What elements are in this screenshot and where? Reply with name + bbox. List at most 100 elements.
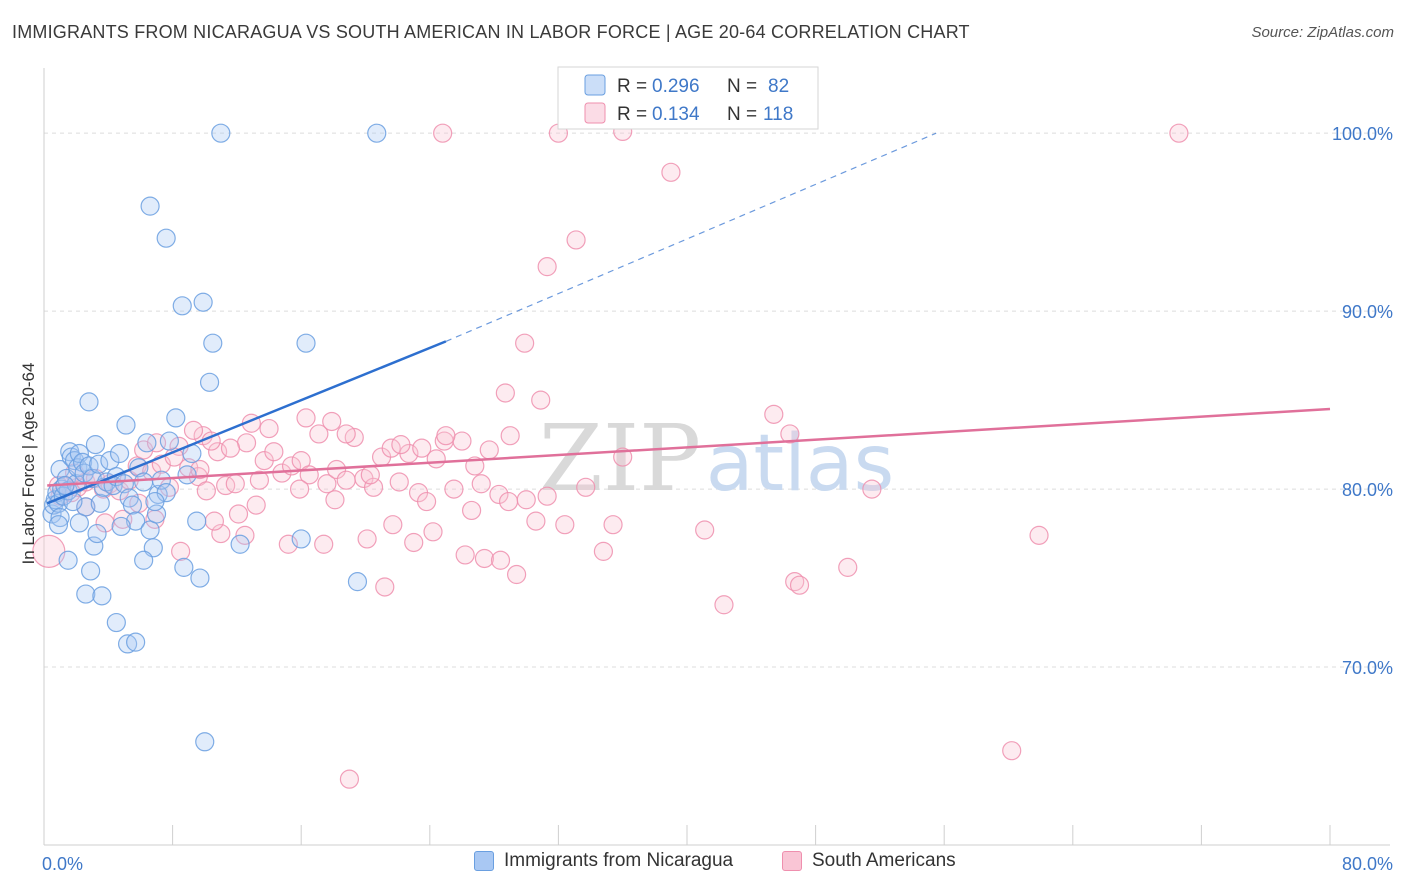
point-nicaragua — [296, 333, 316, 353]
point-nicaragua — [137, 433, 157, 453]
point-nicaragua — [81, 561, 101, 581]
point-nicaragua — [367, 123, 387, 143]
point-south-american — [360, 465, 380, 485]
point-nicaragua — [156, 228, 176, 248]
point-south-american — [423, 522, 443, 542]
grid-lines — [44, 132, 1390, 668]
point-south-american — [537, 486, 557, 506]
point-nicaragua — [79, 392, 99, 412]
trend-line-nicaragua — [46, 340, 447, 505]
legend-r-value: 0.134 — [652, 104, 700, 125]
point-nicaragua — [134, 550, 154, 570]
point-south-american — [764, 404, 784, 424]
legend-swatch-blue — [474, 851, 494, 871]
point-south-american — [1169, 123, 1189, 143]
point-nicaragua — [177, 465, 197, 485]
point-south-american — [862, 479, 882, 499]
point-nicaragua — [76, 584, 96, 604]
point-nicaragua — [193, 292, 213, 312]
axis-labels: 70.0% 80.0% 90.0% 100.0% 0.0% 80.0% In Labor F… — [19, 124, 1393, 874]
point-south-american — [336, 470, 356, 490]
y-tick-label: 80.0% — [1342, 480, 1393, 500]
point-south-american — [838, 557, 858, 577]
point-nicaragua — [199, 372, 220, 392]
point-south-american — [455, 545, 475, 565]
point-south-american — [278, 534, 298, 554]
point-south-american — [433, 123, 453, 143]
point-south-american — [537, 257, 557, 277]
point-south-american — [416, 491, 437, 512]
point-south-american — [603, 515, 623, 535]
point-south-american — [249, 470, 270, 490]
point-nicaragua — [84, 536, 104, 556]
watermark-zip: ZIP — [539, 405, 701, 512]
point-south-american — [317, 474, 337, 494]
point-nicaragua — [166, 408, 186, 428]
blue-points — [42, 123, 387, 752]
point-south-american — [264, 442, 284, 462]
point-nicaragua — [109, 443, 130, 464]
point-nicaragua — [111, 516, 131, 537]
legend-n-label: N = — [727, 76, 757, 97]
point-south-american — [452, 431, 472, 451]
point-south-american — [479, 440, 499, 460]
legend-r-value: 0.296 — [652, 76, 700, 97]
point-south-american — [183, 420, 204, 440]
point-nicaragua — [122, 495, 143, 515]
point-nicaragua — [347, 572, 368, 592]
point-nicaragua — [203, 333, 223, 353]
point-nicaragua — [116, 415, 136, 435]
point-south-american — [211, 523, 231, 544]
legend-swatch-blue — [584, 74, 606, 96]
point-nicaragua — [174, 557, 194, 577]
point-south-american — [259, 418, 279, 439]
point-nicaragua — [106, 612, 126, 633]
point-south-american — [236, 433, 257, 453]
point-nicaragua — [89, 454, 109, 474]
pink-points — [32, 121, 1189, 789]
y-tick-label: 90.0% — [1342, 302, 1393, 322]
point-south-american — [555, 515, 575, 535]
point-nicaragua — [140, 196, 160, 216]
point-south-american — [289, 479, 310, 499]
point-south-american — [171, 541, 191, 561]
point-south-american — [363, 477, 384, 497]
point-nicaragua — [172, 296, 192, 316]
point-south-american — [566, 230, 586, 250]
point-nicaragua — [159, 431, 179, 451]
legend-label: South Americans — [812, 850, 956, 871]
point-south-american — [196, 481, 216, 501]
point-south-american — [695, 520, 715, 540]
point-nicaragua — [48, 515, 69, 535]
point-south-american — [357, 529, 377, 549]
point-nicaragua — [92, 586, 112, 606]
point-south-american — [220, 438, 241, 458]
point-south-american — [500, 426, 520, 446]
point-south-american — [490, 550, 511, 570]
point-south-american — [314, 534, 334, 554]
legend-swatch-pink — [782, 851, 802, 871]
point-nicaragua — [114, 474, 134, 494]
point-south-american — [391, 435, 411, 455]
point-south-american — [383, 515, 403, 535]
point-south-american — [714, 595, 734, 615]
point-south-american — [498, 491, 519, 512]
point-south-american — [531, 390, 551, 410]
legend-r-label: R = — [617, 104, 647, 125]
y-tick-label: 70.0% — [1342, 658, 1393, 678]
point-south-american — [225, 474, 245, 494]
legend-n-value: 118 — [763, 104, 793, 125]
point-nicaragua — [85, 435, 106, 455]
point-nicaragua — [126, 632, 146, 652]
point-south-american — [495, 383, 515, 403]
legend-n-label: N = — [727, 104, 757, 125]
point-nicaragua — [50, 507, 70, 528]
point-south-american — [412, 438, 432, 458]
point-south-american — [474, 548, 495, 569]
point-south-american — [780, 424, 800, 444]
point-nicaragua — [195, 732, 215, 752]
point-south-american — [375, 577, 395, 597]
point-south-american — [404, 532, 424, 553]
point-south-american — [389, 472, 409, 492]
point-nicaragua — [117, 634, 138, 654]
